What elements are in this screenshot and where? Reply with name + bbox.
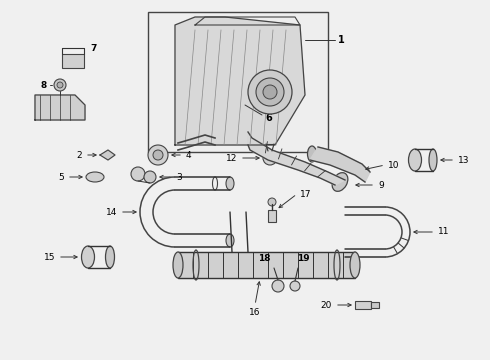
Circle shape: [290, 281, 300, 291]
Text: 2: 2: [76, 150, 82, 159]
Text: 7: 7: [90, 44, 97, 53]
Text: 13: 13: [458, 156, 469, 165]
Polygon shape: [178, 252, 355, 278]
Polygon shape: [175, 17, 305, 145]
Bar: [268, 210, 276, 222]
Circle shape: [131, 167, 145, 181]
Ellipse shape: [173, 252, 183, 278]
Bar: [355, 301, 371, 309]
Text: 10: 10: [388, 161, 399, 170]
Text: 20: 20: [320, 301, 332, 310]
Text: 5: 5: [58, 172, 64, 181]
Bar: [62, 54, 84, 68]
Ellipse shape: [308, 146, 317, 162]
Circle shape: [148, 145, 168, 165]
Circle shape: [144, 171, 156, 183]
Polygon shape: [100, 150, 115, 160]
Text: 9: 9: [378, 180, 384, 189]
Text: 16: 16: [249, 308, 261, 317]
Ellipse shape: [350, 252, 360, 278]
Text: 14: 14: [106, 207, 117, 216]
Ellipse shape: [226, 234, 234, 247]
Circle shape: [57, 82, 63, 88]
Text: 12: 12: [225, 153, 237, 162]
Text: 4: 4: [186, 150, 192, 159]
Ellipse shape: [226, 177, 234, 190]
Circle shape: [248, 70, 292, 114]
Circle shape: [272, 280, 284, 292]
Ellipse shape: [332, 173, 348, 192]
Circle shape: [263, 85, 277, 99]
Text: 15: 15: [44, 252, 55, 261]
Text: 8: 8: [41, 81, 47, 90]
Text: 11: 11: [438, 228, 449, 237]
Circle shape: [263, 151, 277, 165]
Text: 17: 17: [300, 189, 312, 198]
Ellipse shape: [105, 246, 115, 268]
Text: 1: 1: [338, 35, 345, 45]
Bar: [148, 12, 328, 152]
Text: 18: 18: [258, 254, 270, 263]
Ellipse shape: [86, 172, 104, 182]
Text: 6: 6: [265, 113, 272, 123]
Circle shape: [268, 198, 276, 206]
Bar: [371, 302, 379, 308]
Polygon shape: [35, 95, 85, 120]
Text: 19: 19: [296, 254, 309, 263]
Text: 3: 3: [176, 172, 182, 181]
Polygon shape: [248, 132, 345, 185]
Circle shape: [256, 78, 284, 106]
Ellipse shape: [81, 246, 95, 268]
Ellipse shape: [429, 149, 437, 171]
Ellipse shape: [409, 149, 421, 171]
Polygon shape: [310, 147, 370, 182]
Circle shape: [54, 79, 66, 91]
Circle shape: [153, 150, 163, 160]
